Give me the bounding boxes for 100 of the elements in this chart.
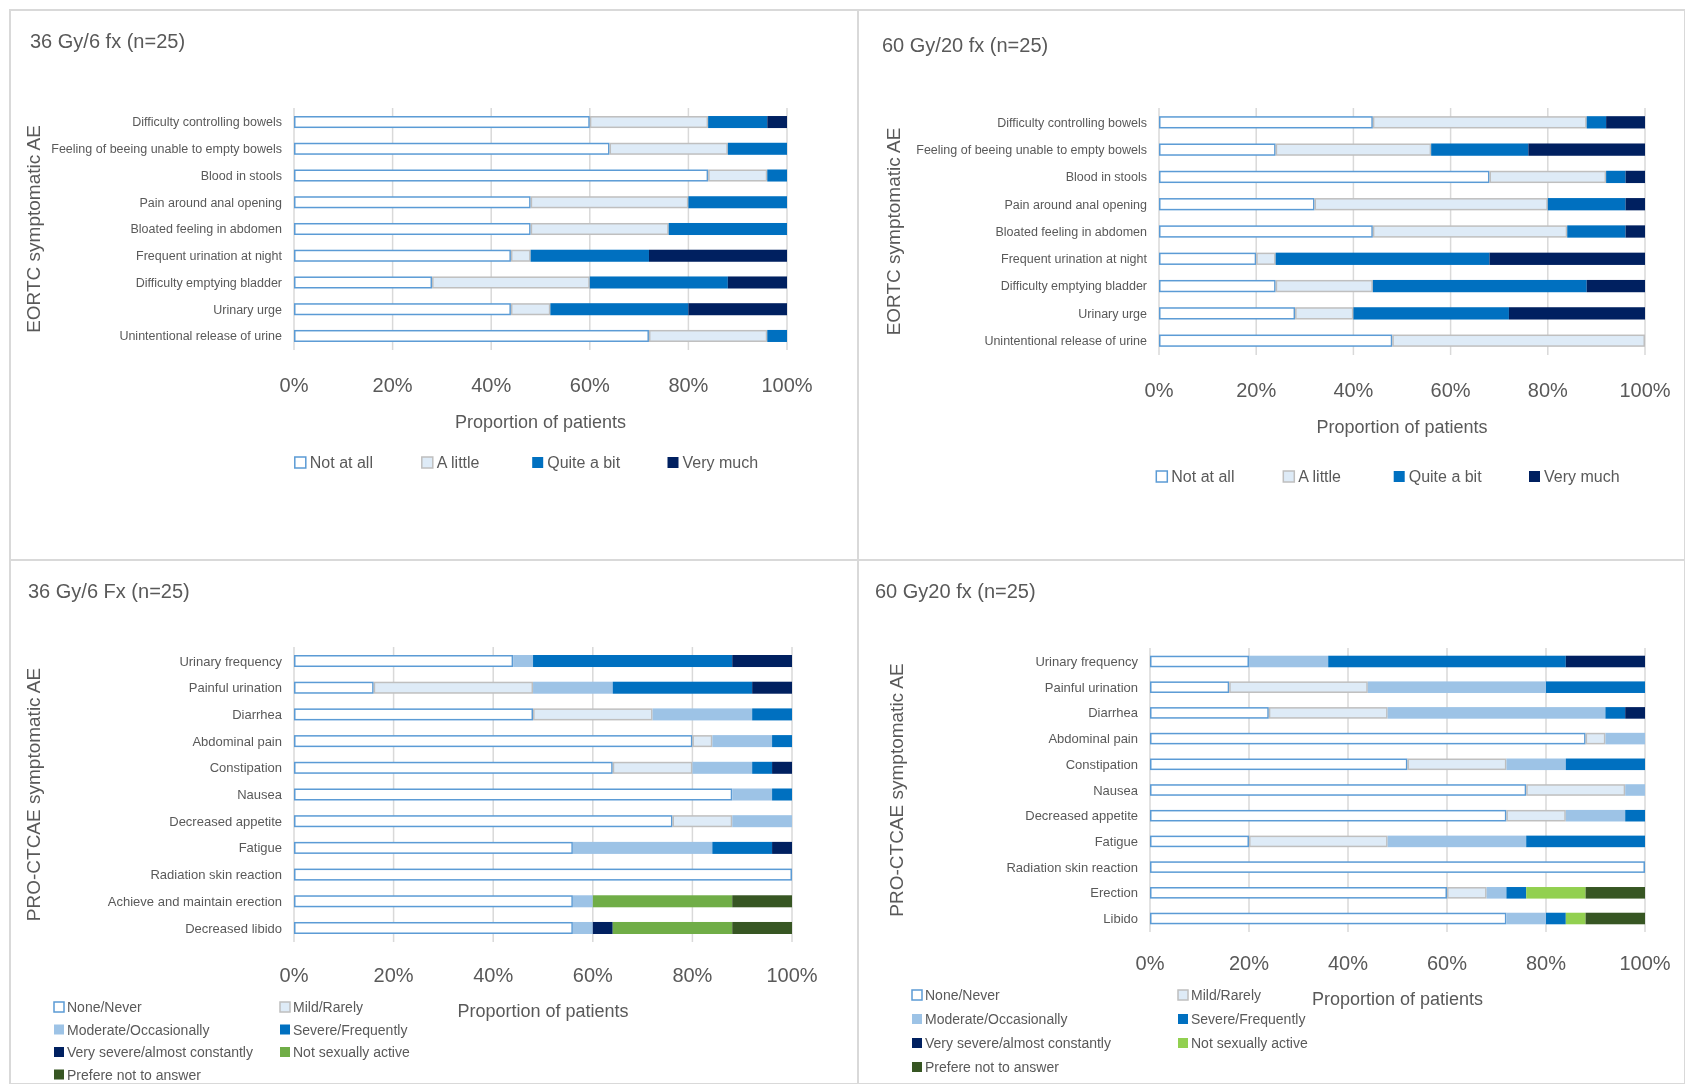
bar [1605, 732, 1645, 745]
bar [1526, 887, 1586, 899]
bar [1249, 655, 1329, 668]
legend-label: Not at all [309, 454, 373, 471]
y-tick-label: Achieve and maintain erection [107, 893, 282, 909]
bar [510, 303, 551, 316]
y-tick-label: Frequent urination at night [1001, 252, 1148, 267]
x-tick-label: 0% [279, 964, 309, 986]
text: 60 Gy20 fx (n=25) [875, 580, 1036, 602]
y-tick-label: Unintentional release of urine [119, 329, 283, 344]
y-tick-label: Blood in stools [1065, 170, 1147, 185]
bar [692, 735, 713, 748]
bar [1625, 198, 1645, 211]
bar [294, 788, 733, 801]
bar [612, 761, 693, 774]
bar [712, 735, 773, 748]
bar [572, 895, 593, 908]
bar [1387, 835, 1527, 848]
legend-label: Very much [682, 454, 759, 471]
bar [1526, 835, 1645, 848]
bar [692, 761, 753, 774]
bar [609, 142, 728, 155]
y-tick-label: Abdominal pain [1048, 731, 1138, 747]
bar [589, 276, 728, 289]
bar [1159, 279, 1276, 293]
bar [1150, 758, 1408, 771]
x-tick-label: 100% [1619, 952, 1671, 974]
x-tick-label: 60% [1430, 379, 1471, 401]
bar [648, 249, 787, 262]
legend-label: Not at all [1171, 468, 1235, 485]
bar [533, 681, 613, 694]
bar [1489, 170, 1607, 184]
legend-label: Not sexually active [293, 1044, 410, 1060]
x-tick-label: 40% [1333, 379, 1374, 401]
bar [727, 142, 787, 155]
y-tick-label: Urinary urge [1078, 306, 1148, 321]
bar [1150, 655, 1249, 668]
bar [1353, 307, 1509, 320]
y-tick-label: Difficulty emptying bladder [135, 275, 282, 290]
bar [1372, 279, 1587, 293]
bar [1506, 887, 1527, 899]
bar [294, 815, 673, 828]
bar [732, 921, 792, 934]
bar [752, 708, 792, 721]
x-tick-label: 80% [668, 374, 709, 396]
bar [530, 249, 649, 262]
text: 36 Gy/6 fx (n=25) [30, 30, 186, 52]
y-tick-label: Constipation [209, 760, 282, 776]
y-tick-label: Decreased libido [185, 920, 282, 936]
bar [732, 895, 792, 908]
bar [1275, 252, 1490, 265]
bar [1392, 334, 1645, 347]
bar [294, 222, 531, 236]
y-tick-label: Unintentional release of urine [984, 334, 1148, 349]
y-tick-label: Painful urination [188, 680, 282, 696]
bar [550, 303, 689, 316]
bar [592, 895, 733, 908]
bar [1159, 334, 1393, 347]
y-tick-label: Pain around anal opening [139, 195, 283, 210]
legend-label: A little [436, 454, 480, 471]
bar [510, 249, 531, 262]
legend-label: A little [1298, 468, 1342, 485]
bar [1585, 887, 1645, 899]
y-axis-title: EORTC symptomatic AE [23, 125, 44, 333]
y-axis-title: PRO-CTCAE symptomatic AE [886, 663, 907, 917]
y-tick-label: Difficulty controlling bowels [997, 115, 1147, 130]
bar [294, 895, 573, 908]
bar [712, 841, 773, 854]
bar [752, 681, 792, 694]
bar [1256, 252, 1276, 265]
legend-label: Mild/Rarely [1191, 987, 1262, 1003]
x-axis-title: Proportion of patients [1311, 989, 1484, 1009]
bar [589, 116, 709, 129]
x-tick-label: 60% [572, 964, 614, 986]
bar [1506, 758, 1566, 771]
bar [652, 708, 753, 721]
y-tick-label: Abdominal pain [192, 733, 282, 749]
x-tick-label: 0% [1135, 952, 1165, 974]
x-tick-label: 100% [761, 374, 813, 396]
bar [294, 276, 433, 289]
x-tick-label: 100% [766, 964, 818, 986]
legend-label: Not sexually active [1191, 1035, 1308, 1051]
legend-label: None/Never [925, 987, 1001, 1003]
bar [1150, 784, 1527, 796]
bar [572, 921, 593, 934]
bar [1625, 784, 1645, 796]
bar [1328, 655, 1566, 668]
bar [1567, 225, 1626, 238]
bar [513, 655, 534, 668]
bar [294, 868, 792, 881]
bar [1249, 835, 1388, 848]
y-axis-title: PRO-CTCAE symptomatic AE [23, 667, 44, 922]
bar [772, 761, 792, 774]
legend-label: Severe/Frequently [1191, 1011, 1306, 1027]
bar [1506, 809, 1566, 822]
bar [1585, 912, 1645, 925]
bar [767, 169, 787, 182]
x-tick-label: 60% [1426, 952, 1468, 974]
bar [1275, 143, 1432, 156]
bar [672, 815, 733, 828]
